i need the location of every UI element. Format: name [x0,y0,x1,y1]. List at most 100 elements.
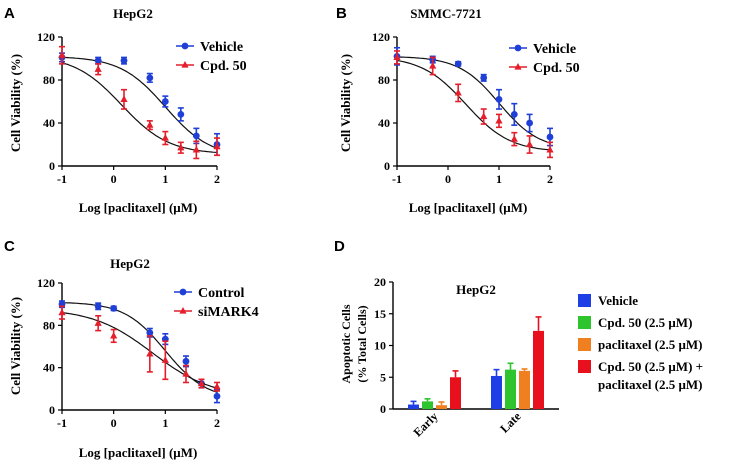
legend: Control siMARK4 [174,286,259,320]
x-tick-label: -1 [392,172,402,186]
x-tick-label: 0 [445,172,451,186]
data-point [393,53,401,61]
legend-marker [181,61,189,68]
series-cpd-50 [393,50,554,159]
data-point [58,308,66,316]
x-tick-label: -1 [57,172,67,186]
legend: Vehicle Cpd. 50 [176,40,247,74]
data-point [146,349,154,357]
legend-label: Cpd. 50 (2.5 μM) + [598,359,703,374]
legend-swatch [578,294,591,307]
data-point [197,379,206,387]
chart-title: HepG2 [113,6,153,21]
legend-marker [514,44,522,52]
y-tick-label: 0 [49,159,55,173]
data-point [94,65,102,72]
bar-early [422,401,433,409]
legend-marker [179,307,187,314]
y-axis-label: Cell Viability (%) [8,54,23,152]
y-tick-label: 40 [378,116,390,130]
data-point [546,145,554,153]
y-axis-label: Cell Viability (%) [8,297,23,395]
y-tick-label: 120 [37,276,55,290]
y-tick-label: 40 [43,361,55,375]
y-axis-label: Apoptotic Cells [339,304,353,383]
series-simark4 [58,305,221,392]
y-axis-label-line2: (% Total Cells) [355,305,369,382]
y-tick-label: 80 [43,73,55,87]
x-tick-label: 2 [214,172,220,186]
chart-title: SMMC-7721 [410,6,482,21]
data-point [495,95,503,103]
legend-label: Cpd. 50 (2.5 μM) [598,315,692,330]
x-tick-label: 1 [162,172,168,186]
y-tick-label: 120 [372,30,390,44]
panel-letter-d: D [334,238,345,255]
fit-curve [61,311,218,389]
x-axis-label: Log [paclitaxel] (μM) [79,200,198,215]
data-point [177,143,185,151]
legend-label: Cpd. 50 [533,61,580,76]
legend-swatch [578,316,591,329]
bar-early [408,404,419,409]
plot-area: 0 5 10 15 20 Early Late [374,275,559,439]
data-point [120,95,128,102]
x-axis-label: Log [paclitaxel] (μM) [409,200,528,215]
legend-marker [514,63,522,70]
legend-marker [181,42,189,50]
data-point [480,112,488,120]
bar-early [450,377,461,409]
x-tick-label: 0 [111,416,117,430]
legend: Vehicle Cpd. 50 (2.5 μM) paclitaxel (2.5 μ… [578,293,703,392]
legend-marker [179,288,187,296]
chart-title: HepG2 [456,282,496,297]
x-tick-label: -1 [57,416,67,430]
category-label: Late [497,409,524,436]
panel-c-line-chart: HepG2 Cell Viability (%) Log [paclitaxel… [8,256,259,460]
data-point [110,331,118,339]
legend-swatch [578,338,591,351]
panel-d-bar-chart: HepG2 Apoptotic Cells (% Total Cells) 0 5… [339,275,703,439]
legend-swatch [578,360,591,373]
fit-curve [396,59,551,151]
series-vehicle [393,46,554,147]
panel-letter-b: B [336,5,347,22]
panel-letter-c: C [4,238,15,255]
legend: Vehicle Cpd. 50 [509,42,580,76]
data-point [94,302,102,310]
y-tick-label: 0 [384,159,390,173]
x-axis-label: Log [paclitaxel] (μM) [79,445,198,460]
y-tick-label: 120 [37,30,55,44]
bar-late [519,370,530,409]
x-tick-label: 2 [214,416,220,430]
data-point [526,140,534,148]
legend-label: Vehicle [200,40,243,55]
y-tick-label: 20 [374,275,386,289]
panel-a-line-chart: HepG2 Cell Viability (%) Log [paclitaxel… [8,6,247,215]
fit-curve [396,56,551,144]
y-tick-label: 10 [374,339,386,353]
legend-label: paclitaxel (2.5 μM) [598,337,702,352]
data-point [161,356,169,363]
legend-label: paclitaxel (2.5 μM) [598,377,702,392]
data-point [94,57,102,65]
data-point [213,392,221,400]
data-point [429,62,437,69]
x-tick-label: 1 [162,416,168,430]
data-point [146,121,154,128]
fit-curve [61,62,218,154]
data-point [213,382,221,390]
data-point [182,357,190,365]
data-point [94,319,102,326]
data-point [161,98,169,105]
fit-curve [62,56,218,149]
y-tick-label: 15 [374,307,386,321]
data-point [454,60,462,68]
x-tick-label: 1 [496,172,502,186]
y-tick-label: 80 [378,73,390,87]
data-point [495,116,503,124]
bar-late [505,369,516,409]
